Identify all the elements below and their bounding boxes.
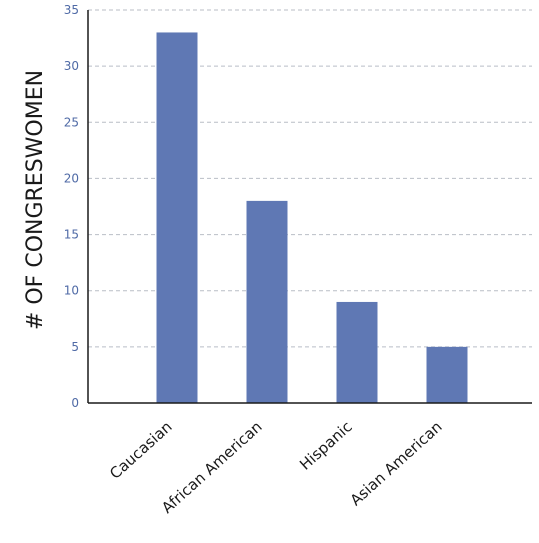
y-tick-label-30: 30 bbox=[64, 59, 79, 73]
y-tick-label-20: 20 bbox=[64, 171, 79, 185]
bar-asian-american bbox=[426, 346, 468, 403]
bar-hispanic bbox=[336, 301, 378, 403]
axes bbox=[87, 10, 532, 404]
grid-lines bbox=[88, 9, 532, 348]
y-tick-label-25: 25 bbox=[64, 115, 79, 129]
x-tick-label-african-american: African American bbox=[158, 418, 265, 517]
y-tick-label-5: 5 bbox=[71, 340, 79, 354]
y-tick-label-15: 15 bbox=[64, 228, 79, 242]
y-tick-label-10: 10 bbox=[64, 284, 79, 298]
x-tick-label-caucasian: Caucasian bbox=[106, 418, 175, 483]
y-tick-label-35: 35 bbox=[64, 3, 79, 17]
bar-caucasian bbox=[156, 32, 198, 403]
bar-african-american bbox=[246, 200, 288, 403]
x-tick-label-hispanic: Hispanic bbox=[296, 418, 356, 474]
y-tick-label-0: 0 bbox=[71, 396, 79, 410]
bars bbox=[156, 32, 468, 403]
y-axis-label: # OF CONGRESWOMEN bbox=[23, 70, 48, 330]
y-tick-labels: 0 5 10 15 20 25 30 35 bbox=[64, 3, 79, 410]
x-tick-label-asian-american: Asian American bbox=[347, 418, 446, 510]
